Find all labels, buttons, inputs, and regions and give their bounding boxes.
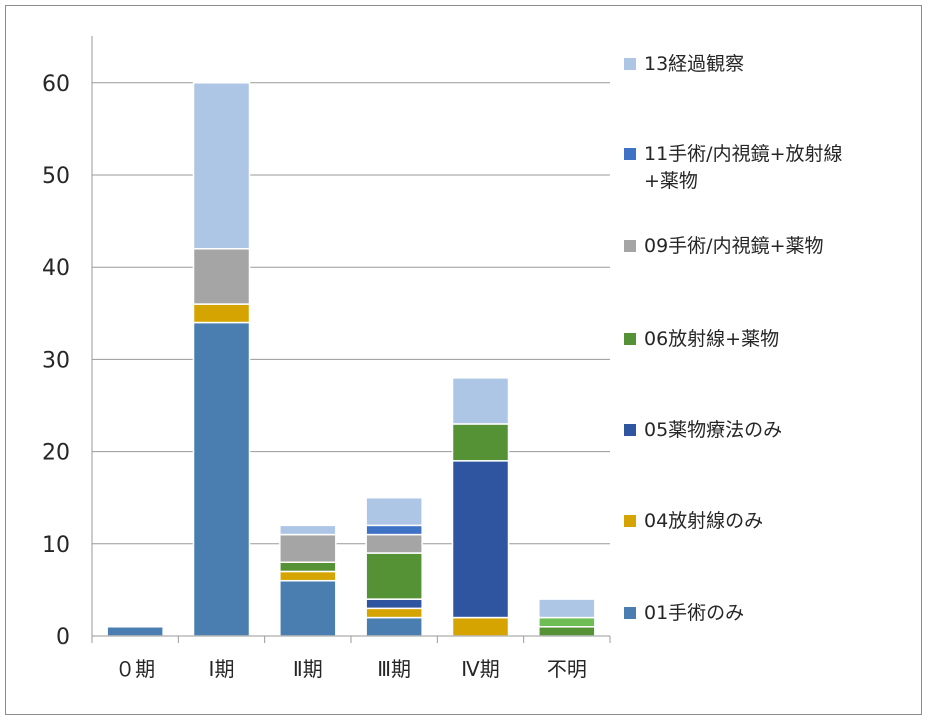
bar-segment [365,552,423,600]
legend-marker [624,148,636,160]
x-category-label: Ⅲ期 [377,657,411,681]
legend-label: +薬物 [644,170,698,192]
x-category-label: Ⅱ期 [293,657,323,681]
bar-segment [279,524,337,536]
bar-segment [538,626,596,637]
bar-segment [451,423,510,462]
bar-segment [538,598,596,619]
legend-marker [624,424,636,436]
bar-segment [365,533,423,554]
legend-marker [624,240,636,252]
bar-segment [538,616,596,628]
legend-label: 09手術/内視鏡+薬物 [644,235,824,257]
x-category-label: ０期 [115,657,155,681]
y-tick-label: 60 [42,72,70,97]
bar-segment [365,607,423,619]
bar-segment [365,598,423,610]
legend-marker [624,333,636,345]
bar-segment [279,533,337,563]
y-tick-label: 20 [42,441,70,466]
bar-segment [365,524,423,536]
gridlines [92,82,610,545]
bar-segment [365,616,423,637]
legend-label: 06放射線+薬物 [644,328,779,350]
y-tick-label: 50 [42,164,70,189]
legend-label: 01手術のみ [644,602,744,624]
x-category-label: Ⅰ期 [209,657,235,681]
y-tick-label: 40 [42,256,70,281]
y-tick-label: 30 [42,348,70,373]
bar-segment [279,579,337,637]
bar-segment [192,82,251,250]
x-category-label: Ⅳ期 [461,657,499,681]
legend-label: 11手術/内視鏡+放射線 [644,143,843,165]
bar-segment [192,248,251,305]
bar-segment [106,626,164,637]
bar-segment [192,321,251,637]
bar-segment [365,496,423,527]
bars [106,82,596,637]
x-axis-categories: ０期 Ⅰ期 Ⅱ期 Ⅲ期 Ⅳ期 不明 [115,657,587,681]
legend: 13経過観察 11手術/内視鏡+放射線 +薬物 09手術/内視鏡+薬物 06放射線+薬物… [624,53,843,624]
bar-segment [451,377,510,425]
bar-segment [279,561,337,573]
axes [91,36,611,643]
y-tick-label: 10 [42,533,70,558]
legend-label: 13経過観察 [644,53,744,75]
bar-segment [192,303,251,324]
legend-marker [624,515,636,527]
bar-segment [451,460,510,619]
legend-label: 05薬物療法のみ [644,419,782,441]
bar-segment [279,570,337,582]
x-category-label: 不明 [547,657,587,681]
y-axis-ticks: 0 10 20 30 40 50 60 [42,72,70,650]
bar-segment [451,616,510,637]
legend-marker [624,607,636,619]
legend-marker [624,58,636,70]
legend-label: 04放射線のみ [644,510,763,532]
y-tick-label: 0 [56,625,70,650]
